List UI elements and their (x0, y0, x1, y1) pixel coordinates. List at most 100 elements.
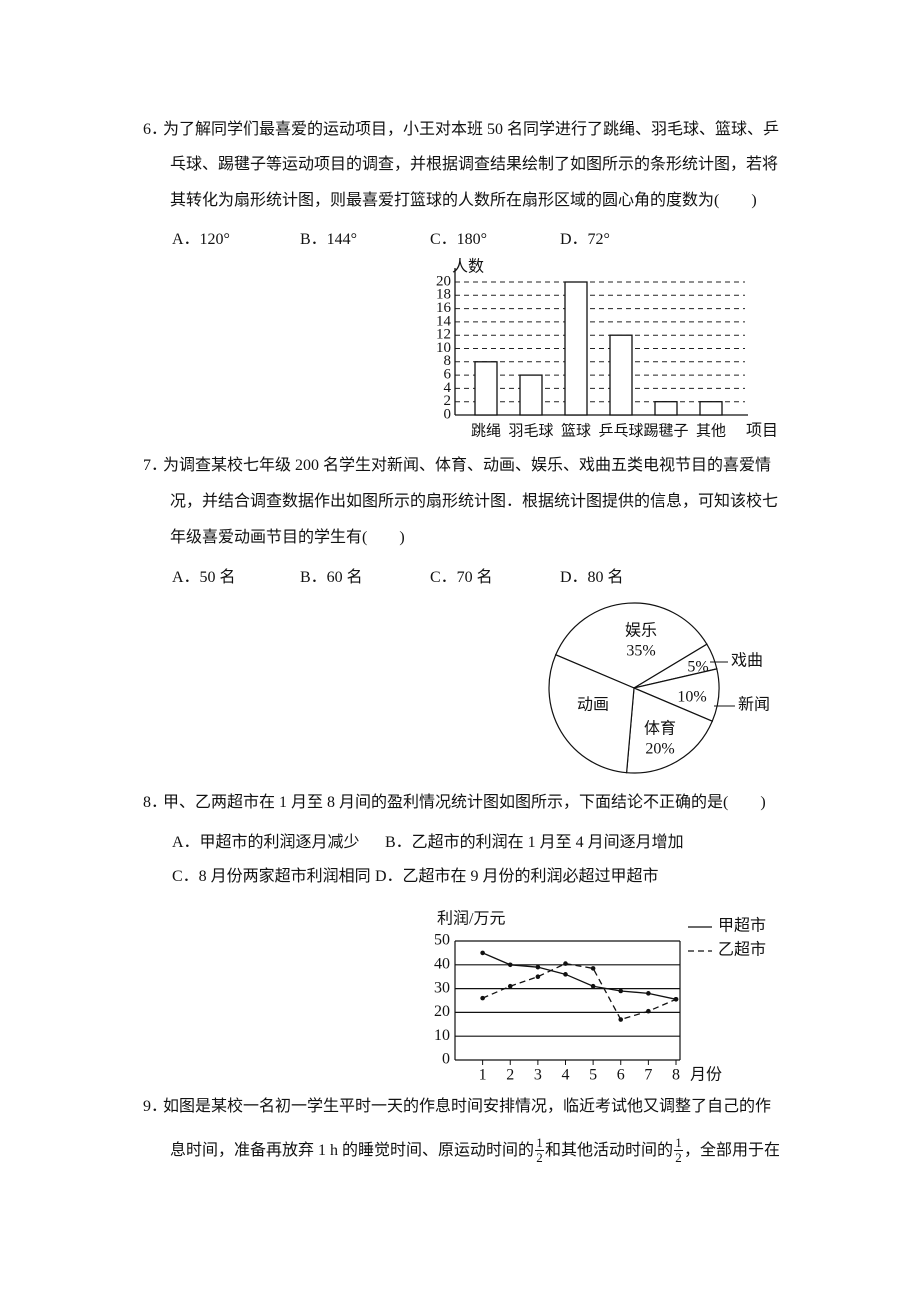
data-point (563, 972, 568, 977)
x-tick-label: 跳绳 (471, 422, 501, 439)
fraction-bar (674, 1150, 684, 1151)
y-tick-label: 12 (436, 327, 451, 343)
x-tick-label: 3 (534, 1067, 542, 1084)
option: A．50 名 (172, 569, 236, 586)
y-tick-label: 14 (436, 313, 452, 329)
data-point (618, 1017, 624, 1022)
question-number: 7． (143, 457, 168, 474)
numerator: 1 (536, 1135, 543, 1150)
text-part: 和其他活动时间的 (545, 1141, 674, 1159)
slice-value-label: 10% (677, 689, 706, 706)
option: D．72° (560, 231, 610, 248)
legend-label: 乙超市 (718, 941, 766, 959)
bar (519, 374, 543, 416)
denominator: 2 (675, 1150, 682, 1165)
y-tick-label: 20 (434, 1003, 450, 1020)
x-tick-label: 4 (562, 1067, 570, 1084)
option: C．70 名 (430, 569, 493, 586)
data-point (535, 974, 541, 979)
x-tick-label: 6 (617, 1067, 625, 1084)
y-tick-label: 4 (444, 380, 452, 396)
y-tick-label: 18 (436, 287, 451, 303)
question-number: 8． (143, 794, 168, 811)
pie-slice (625, 687, 714, 774)
bar (564, 281, 588, 416)
question-text: 况，并结合调查数据作出如图所示的扇形统计图．根据统计图提供的信息，可知该校七 (170, 493, 779, 510)
slice-value-label: 35% (626, 643, 655, 660)
y-tick-label: 30 (434, 979, 450, 996)
x-axis-label: 项目 (746, 423, 778, 440)
data-point (590, 966, 596, 971)
question-text: 乓球、踢毽子等运动项目的调查，并根据调查结果绘制了如图所示的条形统计图，若将 (170, 156, 779, 173)
y-tick-label: 8 (444, 353, 452, 369)
text-part: ，全部用于在 (684, 1141, 781, 1159)
option: D．乙超市在 9 月份的利润必超过甲超市 (375, 868, 659, 885)
x-tick-label: 2 (506, 1067, 514, 1084)
legend-label: 甲超市 (718, 917, 766, 935)
option: A．甲超市的利润逐月减少 (172, 834, 360, 851)
x-tick-label: 1 (479, 1067, 487, 1084)
slice-value-label: 5% (687, 659, 708, 676)
data-point (646, 991, 651, 996)
slice-label: 体育 (644, 720, 676, 738)
option: A．120° (172, 231, 230, 248)
y-tick-label: 20 (436, 273, 451, 289)
x-tick-label: 5 (589, 1067, 597, 1084)
data-point (673, 997, 679, 1002)
bar (654, 401, 678, 416)
y-tick-label: 6 (444, 367, 452, 383)
x-tick-label: 踢毽子 (643, 422, 688, 439)
y-tick-label: 10 (434, 1027, 450, 1044)
slice-label: 娱乐 (625, 622, 657, 640)
data-point (480, 995, 485, 1001)
question-text: 其转化为扇形统计图，则最喜爱打篮球的人数所在扇形区域的圆心角的度数为( ) (170, 192, 757, 209)
x-axis-label: 月份 (690, 1066, 722, 1084)
question-text: 如图是某校一名初一学生平时一天的作息时间安排情况，临近考试他又调整了自己的作 (163, 1098, 772, 1115)
option: D．80 名 (560, 569, 624, 586)
y-axis-label: 人数 (452, 258, 484, 276)
slice-label: 动画 (577, 696, 609, 714)
question-text: 为了解同学们最喜爱的运动项目，小王对本班 50 名同学进行了跳绳、羽毛球、篮球、… (163, 121, 780, 138)
data-point (618, 988, 624, 994)
option: B．144° (300, 231, 358, 248)
x-tick-label: 羽毛球 (508, 422, 553, 439)
question-number: 9． (143, 1098, 168, 1115)
question-text: 甲、乙两超市在 1 月至 8 月间的盈利情况统计图如图所示，下面结论不正确的是(… (163, 794, 766, 811)
y-tick-label: 10 (436, 340, 451, 356)
numerator: 1 (675, 1135, 682, 1150)
option: C．180° (430, 231, 488, 248)
data-point (480, 950, 485, 956)
y-tick-label: 16 (436, 300, 452, 316)
y-axis-label: 利润/万元 (437, 910, 505, 928)
data-point (507, 962, 513, 968)
y-tick-label: 0 (442, 1051, 450, 1068)
denominator: 2 (536, 1150, 543, 1165)
x-tick-label: 8 (672, 1067, 680, 1084)
question-text: 为调查某校七年级 200 名学生对新闻、体育、动画、娱乐、戏曲五类电视节目的喜爱… (163, 457, 772, 474)
bar (609, 334, 633, 416)
option: C．8 月份两家超市利润相同 (172, 868, 371, 885)
series-line (482, 962, 677, 1021)
data-point (646, 1008, 651, 1014)
data-point (590, 983, 596, 989)
x-tick-label: 篮球 (561, 421, 591, 439)
data-point (535, 964, 541, 970)
pie-slice (548, 654, 635, 774)
data-point (507, 983, 513, 989)
slice-label: 新闻 (738, 696, 770, 714)
fraction-bar (535, 1150, 545, 1151)
x-tick-label: 其他 (696, 422, 726, 439)
y-tick-label: 2 (444, 393, 452, 409)
text-part: 息时间，准备再放弃 1 h 的睡觉时间、原运动时间的 (170, 1141, 535, 1159)
y-tick-label: 40 (434, 955, 450, 972)
question-number: 6． (143, 121, 168, 138)
data-point (563, 961, 568, 966)
x-tick-label: 7 (644, 1067, 652, 1084)
bar (474, 361, 498, 416)
option: B．60 名 (300, 569, 363, 586)
bar (699, 401, 723, 416)
series-line (482, 952, 677, 1000)
